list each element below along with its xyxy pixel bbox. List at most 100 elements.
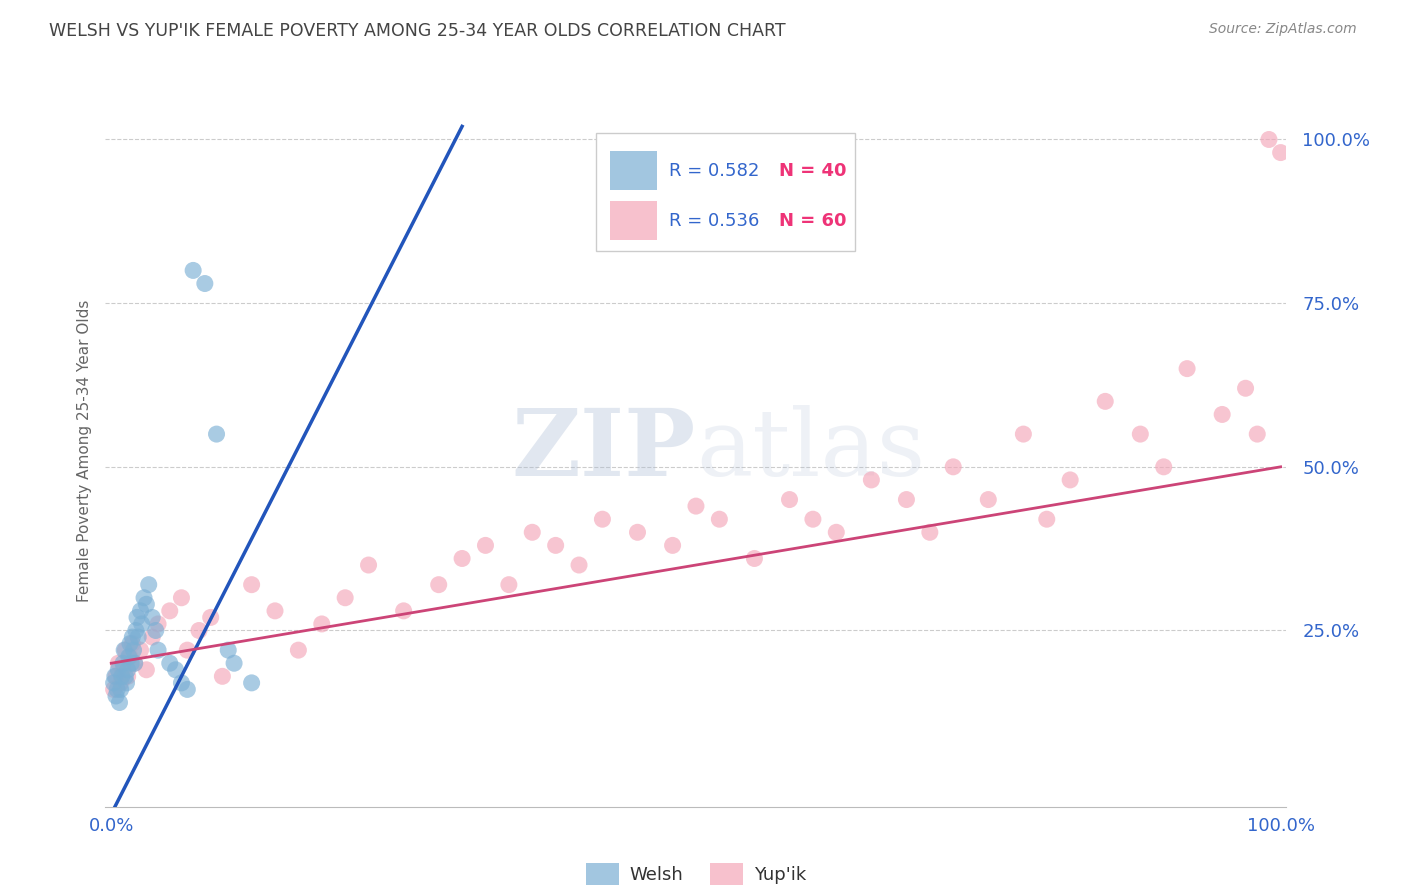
Text: R = 0.582: R = 0.582 [669,161,759,179]
Point [125,610,148,624]
Point [240,676,263,690]
Point [896,492,918,507]
Point [498,577,520,591]
Point [146,643,169,657]
Point [333,591,356,605]
Point [122,643,145,657]
Point [107,663,129,677]
Point [104,689,127,703]
Point [860,473,883,487]
Point [114,643,136,657]
Point [1175,361,1198,376]
Point [188,624,211,638]
Point [170,676,193,690]
Text: WELSH VS YUP'IK FEMALE POVERTY AMONG 25-34 YEAR OLDS CORRELATION CHART: WELSH VS YUP'IK FEMALE POVERTY AMONG 25-… [49,22,786,40]
Point [111,663,134,677]
Point [110,682,132,697]
Point [1129,427,1152,442]
Point [779,492,801,507]
Point [451,551,474,566]
Point [111,669,134,683]
Point [104,669,127,683]
Point [125,624,148,638]
Point [124,657,146,671]
Point [591,512,613,526]
Point [311,616,333,631]
FancyBboxPatch shape [610,151,657,190]
Point [568,558,591,572]
Point [110,676,132,690]
Point [1036,512,1059,526]
Point [181,263,204,277]
Point [141,610,163,624]
Point [159,657,181,671]
Point [205,427,228,442]
Point [124,657,146,671]
Point [264,604,287,618]
Text: ZIP: ZIP [512,406,696,495]
Point [1211,408,1233,422]
Point [287,643,309,657]
Point [103,676,125,690]
Point [118,649,141,664]
Text: N = 40: N = 40 [779,161,846,179]
Point [170,591,193,605]
Point [1153,459,1175,474]
Point [104,669,127,683]
Point [103,682,125,697]
Point [105,682,128,697]
Point [240,577,263,591]
Point [117,669,139,683]
Point [145,624,167,638]
FancyBboxPatch shape [596,133,855,251]
Point [194,277,217,291]
Point [115,676,138,690]
Point [744,551,766,566]
Point [918,525,941,540]
Point [135,663,157,677]
Point [626,525,648,540]
Point [121,637,143,651]
Point [357,558,380,572]
Legend: Welsh, Yup'ik: Welsh, Yup'ik [579,855,813,892]
Point [108,696,131,710]
Point [165,663,187,677]
Point [709,512,731,526]
Point [1059,473,1081,487]
Point [1094,394,1116,409]
Point [176,682,198,697]
Point [159,604,181,618]
Point [135,597,157,611]
Point [129,604,152,618]
Point [120,657,142,671]
Point [1012,427,1035,442]
Point [121,630,143,644]
Point [1258,132,1281,146]
Point [825,525,848,540]
Point [132,591,155,605]
Point [1234,381,1257,395]
Point [801,512,824,526]
Point [661,538,683,552]
Text: Source: ZipAtlas.com: Source: ZipAtlas.com [1209,22,1357,37]
Point [977,492,1000,507]
Point [942,459,965,474]
Point [1246,427,1268,442]
Point [176,643,198,657]
Point [111,657,134,671]
Point [127,630,149,644]
Point [146,616,169,631]
Point [117,663,139,677]
Point [114,669,136,683]
Text: atlas: atlas [696,406,925,495]
Point [685,499,707,513]
Point [544,538,567,552]
Point [1270,145,1292,160]
Point [392,604,415,618]
Point [211,669,233,683]
Point [222,657,245,671]
Point [131,616,153,631]
Point [118,637,141,651]
Point [200,610,222,624]
Y-axis label: Female Poverty Among 25-34 Year Olds: Female Poverty Among 25-34 Year Olds [76,300,91,601]
